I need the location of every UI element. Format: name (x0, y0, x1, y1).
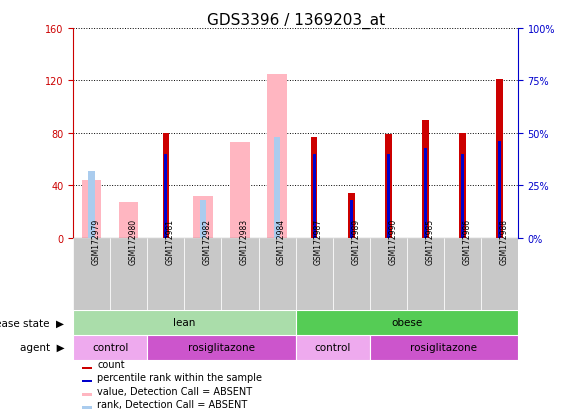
Bar (296, 335, 370, 360)
Bar (422, 121, 428, 238)
Bar (274, 138, 280, 238)
Bar (258, 238, 296, 310)
Bar (88, 171, 95, 238)
Bar (461, 154, 464, 238)
Text: GSM172987: GSM172987 (314, 219, 323, 265)
Text: GSM172985: GSM172985 (425, 219, 434, 265)
Text: control: control (315, 342, 351, 352)
Text: GSM172989: GSM172989 (351, 219, 360, 265)
Bar (82, 406, 92, 409)
Bar (110, 238, 148, 310)
Bar (296, 310, 518, 335)
Text: GSM172979: GSM172979 (92, 219, 101, 265)
Bar (406, 238, 444, 310)
Bar (73, 335, 148, 360)
Bar (163, 133, 169, 238)
Text: GSM172983: GSM172983 (240, 219, 249, 265)
Text: GSM172990: GSM172990 (388, 219, 397, 265)
Text: rank, Detection Call = ABSENT: rank, Detection Call = ABSENT (97, 399, 248, 409)
Text: lean: lean (173, 318, 195, 328)
Bar (267, 75, 287, 238)
Title: GDS3396 / 1369203_at: GDS3396 / 1369203_at (207, 13, 385, 29)
Bar (459, 133, 466, 238)
Bar (496, 80, 503, 238)
Bar (119, 203, 138, 238)
Text: GSM172980: GSM172980 (129, 219, 138, 265)
Bar (311, 138, 318, 238)
Bar (199, 201, 206, 238)
Bar (73, 310, 296, 335)
Text: GSM172982: GSM172982 (203, 219, 212, 265)
Bar (193, 196, 213, 238)
Text: disease state  ▶: disease state ▶ (0, 318, 64, 328)
Bar (424, 148, 427, 238)
Bar (350, 201, 352, 238)
Bar (348, 194, 355, 238)
Bar (333, 238, 370, 310)
Text: percentile rank within the sample: percentile rank within the sample (97, 373, 262, 382)
Text: GSM172984: GSM172984 (277, 219, 286, 265)
Text: GSM172986: GSM172986 (462, 219, 471, 265)
Text: control: control (92, 342, 128, 352)
Bar (498, 142, 501, 238)
Bar (312, 154, 316, 238)
Bar (296, 238, 333, 310)
Text: value, Detection Call = ABSENT: value, Detection Call = ABSENT (97, 386, 252, 396)
Bar (82, 367, 92, 369)
Bar (481, 238, 518, 310)
Bar (164, 154, 167, 238)
Text: GSM172988: GSM172988 (499, 219, 508, 265)
Bar (82, 393, 92, 396)
Bar (185, 238, 221, 310)
Text: count: count (97, 359, 125, 369)
Text: rosiglitazone: rosiglitazone (410, 342, 477, 352)
Text: obese: obese (391, 318, 422, 328)
Text: GSM172981: GSM172981 (166, 219, 175, 265)
Bar (73, 238, 110, 310)
Text: rosiglitazone: rosiglitazone (188, 342, 255, 352)
Bar (221, 238, 258, 310)
Bar (148, 238, 185, 310)
Bar (82, 180, 101, 238)
Bar (370, 335, 518, 360)
Bar (370, 238, 406, 310)
Text: agent  ▶: agent ▶ (20, 342, 64, 352)
Bar (148, 335, 296, 360)
Bar (444, 238, 481, 310)
Bar (387, 154, 390, 238)
Bar (230, 143, 249, 238)
Bar (385, 135, 392, 238)
Bar (82, 380, 92, 382)
